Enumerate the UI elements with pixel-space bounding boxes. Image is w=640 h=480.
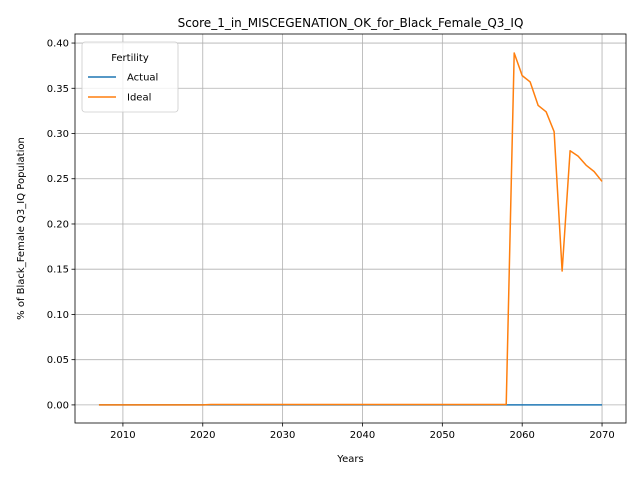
y-tick-label: 0.15 — [47, 265, 69, 276]
y-axis-ticks: 0.00 0.05 0.10 0.15 0.20 0.25 0.30 0.35 0.40 — [47, 39, 75, 411]
x-tick-label: 2030 — [270, 430, 295, 441]
series-layer — [98, 52, 603, 406]
x-axis-label: Years — [336, 454, 363, 465]
x-tick-label: 2020 — [190, 430, 215, 441]
legend-label-actual: Actual — [127, 73, 158, 84]
legend: Fertility Actual Ideal — [81, 41, 179, 113]
y-tick-label: 0.25 — [47, 174, 69, 185]
series-line-ideal — [98, 52, 603, 406]
x-tick-label: 2070 — [589, 430, 614, 441]
chart-title: Score_1_in_MISCEGENATION_OK_for_Black_Fe… — [178, 16, 524, 30]
plot-frame — [74, 33, 627, 424]
y-tick-label: 0.20 — [47, 219, 69, 230]
y-tick-label: 0.00 — [47, 400, 69, 411]
y-tick-label: 0.05 — [47, 355, 69, 366]
legend-title: Fertility — [111, 53, 149, 64]
y-tick-label: 0.40 — [47, 39, 69, 50]
y-axis-label: % of Black_Female Q3_IQ Population — [16, 137, 27, 320]
x-tick-label: 2010 — [110, 430, 135, 441]
x-tick-label: 2040 — [350, 430, 375, 441]
x-tick-label: 2050 — [430, 430, 455, 441]
legend-entries: Actual Ideal — [88, 73, 158, 104]
legend-label-ideal: Ideal — [127, 93, 151, 104]
legend-box — [81, 41, 179, 113]
x-axis-ticks: 2010 2020 2030 2040 2050 2060 2070 — [110, 423, 615, 441]
x-tick-label: 2060 — [509, 430, 534, 441]
y-tick-label: 0.35 — [47, 84, 69, 95]
y-tick-label: 0.10 — [47, 310, 69, 321]
y-tick-label: 0.30 — [47, 129, 69, 140]
